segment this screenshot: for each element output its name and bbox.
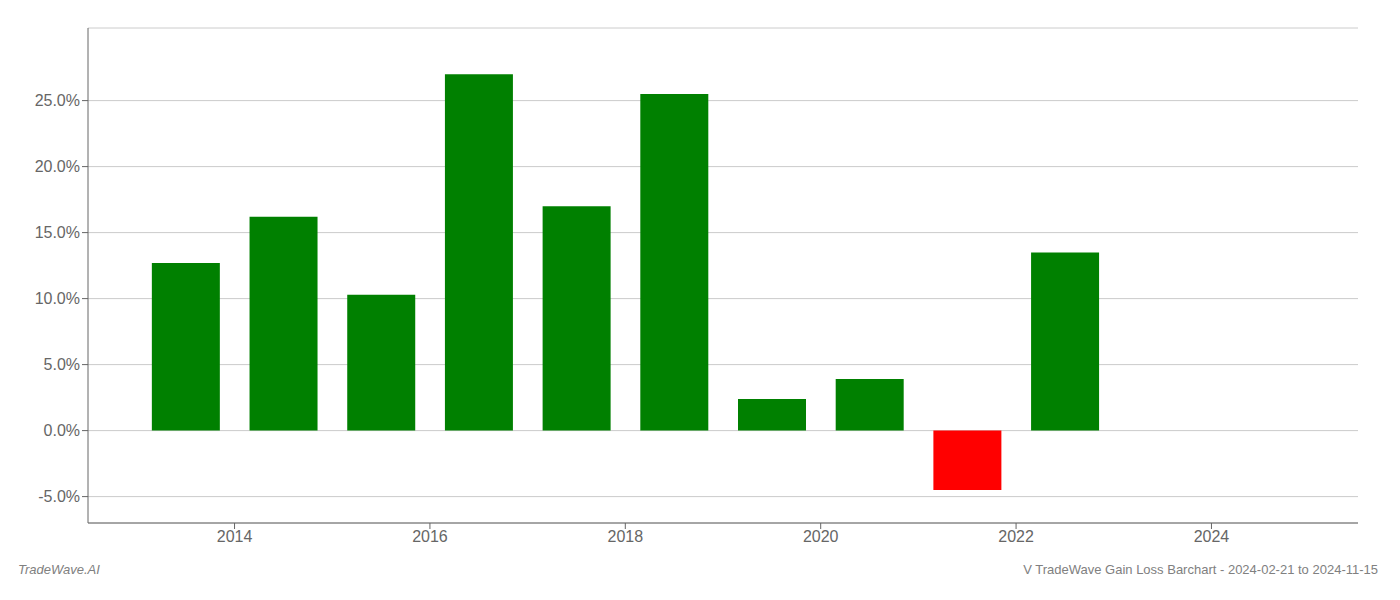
svg-text:2022: 2022: [998, 528, 1034, 545]
html-text:V TradeWave Gain Loss Barchart: V TradeWave Gain Loss Barchart - 2024-02…: [1023, 562, 1378, 577]
svg-text:-5.0%: -5.0%: [38, 488, 80, 505]
svg-text:15.0%: 15.0%: [35, 224, 80, 241]
svg-text:25.0%: 25.0%: [35, 92, 80, 109]
svg-text:0.0%: 0.0%: [44, 422, 80, 439]
svg-text:2014: 2014: [217, 528, 253, 545]
svg-text:10.0%: 10.0%: [35, 290, 80, 307]
svg-text:2018: 2018: [608, 528, 644, 545]
html-text:TradeWave.AI: TradeWave.AI: [18, 562, 100, 577]
svg-text:5.0%: 5.0%: [44, 356, 80, 373]
svg-text:20.0%: 20.0%: [35, 158, 80, 175]
svg-text:2024: 2024: [1194, 528, 1230, 545]
svg-text:2016: 2016: [412, 528, 448, 545]
svg-text:2020: 2020: [803, 528, 839, 545]
